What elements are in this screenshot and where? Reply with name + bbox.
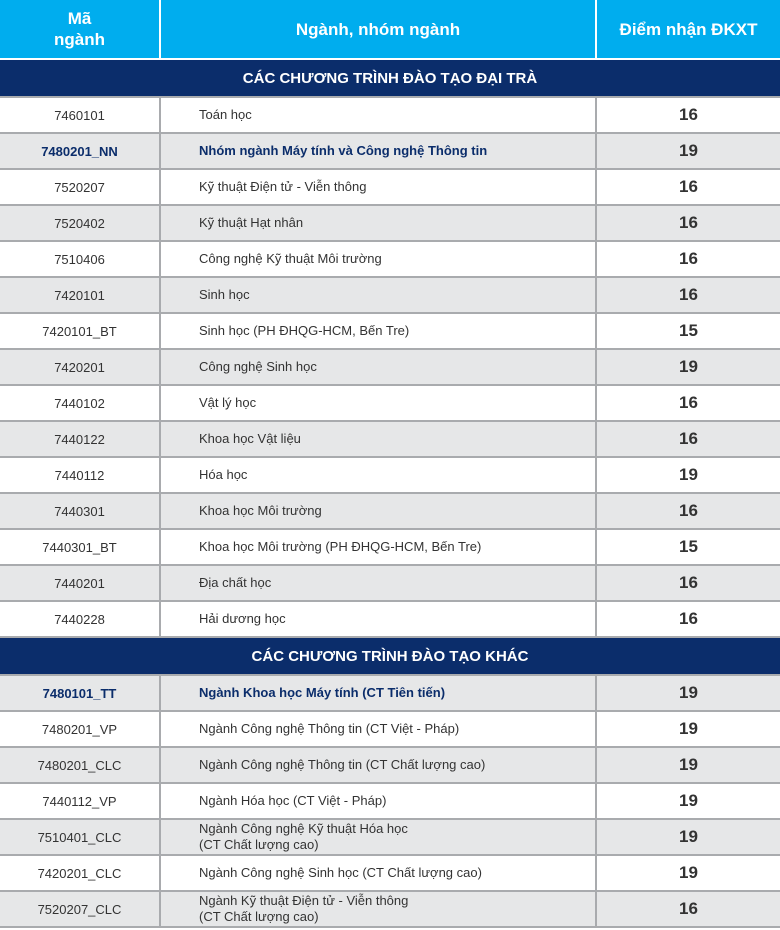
table-row: 7440201 Địa chất học 16 bbox=[0, 565, 780, 602]
admission-score: 19 bbox=[596, 133, 780, 170]
major-code: 7440102 bbox=[0, 385, 161, 422]
major-name: Ngành Công nghệ Thông tin (CT Chất lượng… bbox=[160, 747, 597, 784]
major-name: Ngành Khoa học Máy tính (CT Tiên tiến) bbox=[160, 675, 597, 712]
section-header: CÁC CHƯƠNG TRÌNH ĐÀO TẠO KHÁC bbox=[0, 637, 780, 676]
major-name: Sinh học bbox=[160, 277, 597, 314]
admission-score: 19 bbox=[596, 457, 780, 494]
table-row: 7480201_CLC Ngành Công nghệ Thông tin (CT… bbox=[0, 747, 780, 784]
major-code: 7420101 bbox=[0, 277, 161, 314]
admission-score: 19 bbox=[596, 711, 780, 748]
table-row: 7440301_BT Khoa học Môi trường (PH ĐHQG-H… bbox=[0, 529, 780, 566]
major-code: 7520207_CLC bbox=[0, 891, 161, 928]
major-code: 7520402 bbox=[0, 205, 161, 242]
major-name: Ngành Kỹ thuật Điện tử - Viễn thông (CT … bbox=[160, 891, 597, 928]
major-code: 7440228 bbox=[0, 601, 161, 638]
major-name: Hải dương học bbox=[160, 601, 597, 638]
major-code: 7440201 bbox=[0, 565, 161, 602]
major-name: Ngành Công nghệ Sinh học (CT Chất lượng … bbox=[160, 855, 597, 892]
admission-score: 16 bbox=[596, 601, 780, 638]
major-name: Ngành Công nghệ Kỹ thuật Hóa học (CT Chấ… bbox=[160, 819, 597, 856]
major-name: Toán học bbox=[160, 97, 597, 134]
admission-score: 16 bbox=[596, 97, 780, 134]
major-code: 7420201_CLC bbox=[0, 855, 161, 892]
section-header: CÁC CHƯƠNG TRÌNH ĐÀO TẠO ĐẠI TRÀ bbox=[0, 59, 780, 98]
major-name: Kỹ thuật Điện tử - Viễn thông bbox=[160, 169, 597, 206]
table-row: 7510401_CLC Ngành Công nghệ Kỹ thuật Hóa … bbox=[0, 819, 780, 856]
table-row: 7510406 Công nghệ Kỹ thuật Môi trường 16 bbox=[0, 241, 780, 278]
major-code: 7420101_BT bbox=[0, 313, 161, 350]
table-row: 7440228 Hải dương học 16 bbox=[0, 601, 780, 638]
major-code: 7510406 bbox=[0, 241, 161, 278]
major-name: Kỹ thuật Hạt nhân bbox=[160, 205, 597, 242]
header-name: Ngành, nhóm ngành bbox=[160, 0, 597, 60]
admission-score: 15 bbox=[596, 313, 780, 350]
major-name: Hóa học bbox=[160, 457, 597, 494]
table-row: 7440102 Vật lý học 16 bbox=[0, 385, 780, 422]
major-name: Khoa học Môi trường (PH ĐHQG-HCM, Bến Tr… bbox=[160, 529, 597, 566]
major-code: 7480201_CLC bbox=[0, 747, 161, 784]
table-row: 7440112_VP Ngành Hóa học (CT Việt - Pháp)… bbox=[0, 783, 780, 820]
table-row: 7480101_TT Ngành Khoa học Máy tính (CT Ti… bbox=[0, 675, 780, 712]
table-row: 7420201 Công nghệ Sinh học 19 bbox=[0, 349, 780, 386]
table-row: 7420101 Sinh học 16 bbox=[0, 277, 780, 314]
major-code: 7480101_TT bbox=[0, 675, 161, 712]
admission-score: 16 bbox=[596, 421, 780, 458]
major-code: 7440301_BT bbox=[0, 529, 161, 566]
admission-score: 15 bbox=[596, 529, 780, 566]
major-code: 7460101 bbox=[0, 97, 161, 134]
major-name: Công nghệ Kỹ thuật Môi trường bbox=[160, 241, 597, 278]
table-row: 7480201_NN Nhóm ngành Máy tính và Công ng… bbox=[0, 133, 780, 170]
admission-score: 16 bbox=[596, 205, 780, 242]
major-name: Công nghệ Sinh học bbox=[160, 349, 597, 386]
section-title: CÁC CHƯƠNG TRÌNH ĐÀO TẠO ĐẠI TRÀ bbox=[0, 59, 780, 98]
header-score: Điểm nhận ĐKXT bbox=[596, 0, 780, 60]
major-code: 7440122 bbox=[0, 421, 161, 458]
admission-score: 19 bbox=[596, 855, 780, 892]
major-code: 7420201 bbox=[0, 349, 161, 386]
admission-score: 19 bbox=[596, 747, 780, 784]
table-row: 7520207_CLC Ngành Kỹ thuật Điện tử - Viễn… bbox=[0, 891, 780, 928]
table-row: 7460101 Toán học 16 bbox=[0, 97, 780, 134]
admission-score: 16 bbox=[596, 891, 780, 928]
table-row: 7420101_BT Sinh học (PH ĐHQG-HCM, Bến Tre… bbox=[0, 313, 780, 350]
major-name: Địa chất học bbox=[160, 565, 597, 602]
major-code: 7480201_NN bbox=[0, 133, 161, 170]
admission-score: 16 bbox=[596, 565, 780, 602]
major-code: 7440301 bbox=[0, 493, 161, 530]
major-name: Vật lý học bbox=[160, 385, 597, 422]
major-code: 7480201_VP bbox=[0, 711, 161, 748]
table-row: 7520402 Kỹ thuật Hạt nhân 16 bbox=[0, 205, 780, 242]
major-name: Ngành Công nghệ Thông tin (CT Việt - Phá… bbox=[160, 711, 597, 748]
major-name: Ngành Hóa học (CT Việt - Pháp) bbox=[160, 783, 597, 820]
admission-score: 19 bbox=[596, 675, 780, 712]
admission-score: 16 bbox=[596, 385, 780, 422]
admission-score: 16 bbox=[596, 241, 780, 278]
major-code: 7440112 bbox=[0, 457, 161, 494]
header-code: Mã ngành bbox=[0, 0, 161, 60]
table-row: 7420201_CLC Ngành Công nghệ Sinh học (CT … bbox=[0, 855, 780, 892]
major-code: 7520207 bbox=[0, 169, 161, 206]
major-name: Sinh học (PH ĐHQG-HCM, Bến Tre) bbox=[160, 313, 597, 350]
major-name: Khoa học Môi trường bbox=[160, 493, 597, 530]
major-code: 7440112_VP bbox=[0, 783, 161, 820]
table-row: 7440112 Hóa học 19 bbox=[0, 457, 780, 494]
admission-score: 19 bbox=[596, 349, 780, 386]
admission-score: 16 bbox=[596, 493, 780, 530]
admission-score: 19 bbox=[596, 783, 780, 820]
admission-score: 19 bbox=[596, 819, 780, 856]
major-name: Nhóm ngành Máy tính và Công nghệ Thông t… bbox=[160, 133, 597, 170]
table-row: 7480201_VP Ngành Công nghệ Thông tin (CT … bbox=[0, 711, 780, 748]
major-code: 7510401_CLC bbox=[0, 819, 161, 856]
table-row: 7520207 Kỹ thuật Điện tử - Viễn thông 16 bbox=[0, 169, 780, 206]
table-row: 7440301 Khoa học Môi trường 16 bbox=[0, 493, 780, 530]
major-name: Khoa học Vật liệu bbox=[160, 421, 597, 458]
table-row: 7440122 Khoa học Vật liệu 16 bbox=[0, 421, 780, 458]
admission-score: 16 bbox=[596, 169, 780, 206]
header-row: Mã ngành Ngành, nhóm ngành Điểm nhận ĐKX… bbox=[0, 0, 780, 60]
section-title: CÁC CHƯƠNG TRÌNH ĐÀO TẠO KHÁC bbox=[0, 637, 780, 676]
admission-score: 16 bbox=[596, 277, 780, 314]
